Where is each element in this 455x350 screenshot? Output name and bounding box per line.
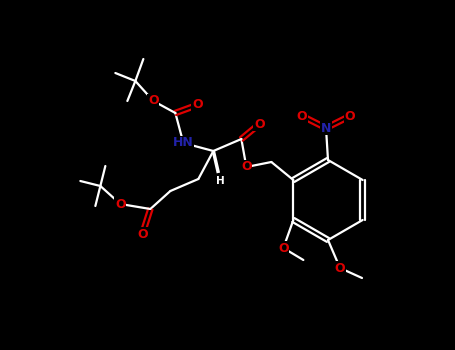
- Text: H: H: [216, 176, 225, 186]
- Text: O: O: [297, 110, 307, 122]
- Text: O: O: [254, 118, 265, 131]
- Text: O: O: [148, 94, 159, 107]
- Text: N: N: [321, 121, 331, 134]
- Text: O: O: [115, 197, 126, 210]
- Text: O: O: [335, 261, 345, 274]
- Text: HN: HN: [173, 136, 194, 149]
- Text: O: O: [241, 161, 252, 174]
- Text: O: O: [192, 98, 202, 112]
- Text: O: O: [345, 110, 355, 122]
- Text: O: O: [278, 241, 288, 254]
- Text: O: O: [137, 228, 148, 240]
